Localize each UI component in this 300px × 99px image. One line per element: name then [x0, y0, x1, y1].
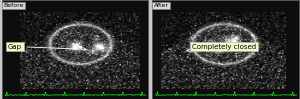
- Text: Gap: Gap: [8, 44, 86, 51]
- Text: Completely closed: Completely closed: [187, 44, 256, 52]
- Bar: [2, 0, 148, 99]
- Text: After: After: [154, 3, 169, 8]
- Bar: [152, 0, 298, 99]
- Text: Before: Before: [3, 3, 23, 8]
